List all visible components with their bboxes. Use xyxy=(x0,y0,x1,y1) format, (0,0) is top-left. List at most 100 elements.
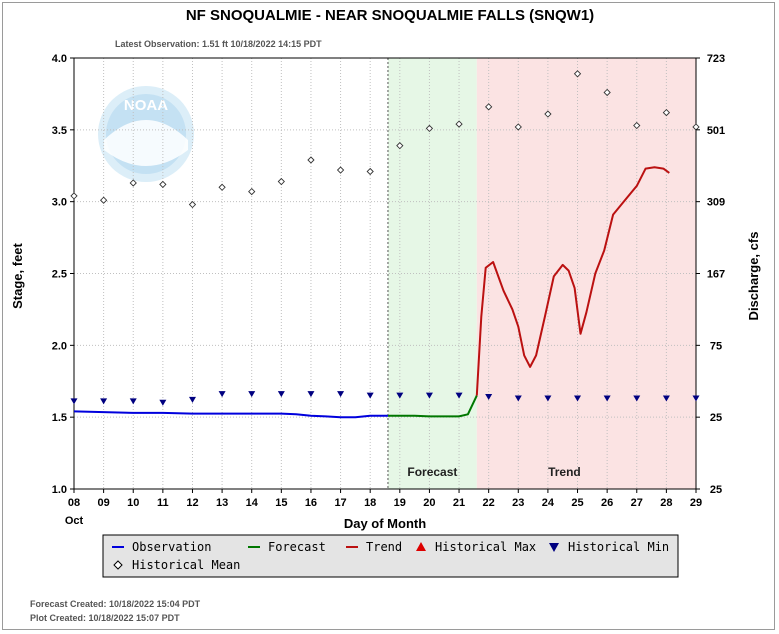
historical-min-point xyxy=(129,398,137,405)
y-tick-label: 1.0 xyxy=(52,484,67,496)
x-axis-ticks: 08 09 10 11 12 13 14 15 16 17 18 19 20 21 22 23 24 25 26 27… xyxy=(68,489,702,509)
series-observation-line xyxy=(73,410,388,419)
historical-min-point xyxy=(485,394,493,401)
historical-mean-point xyxy=(396,142,404,150)
forecast-created: Forecast Created: 10/18/2022 15:04 PDT xyxy=(30,599,201,609)
y-tick-label: 2.5 xyxy=(52,269,67,281)
historical-min-point xyxy=(514,395,522,402)
x-tick-label: 28 xyxy=(660,497,672,509)
historical-mean-point xyxy=(307,156,315,164)
legend-label: Historical Max xyxy=(435,540,536,554)
y-axis-label: Stage, feet xyxy=(10,242,25,308)
y2-tick-label: 501 xyxy=(707,125,725,137)
historical-min-markers xyxy=(70,391,700,406)
historical-mean-point xyxy=(544,110,552,118)
region-label-trend: Trend xyxy=(548,465,581,479)
historical-min-point xyxy=(396,392,404,399)
x-tick-label: 24 xyxy=(542,497,555,509)
x-tick-label: 18 xyxy=(364,497,376,509)
y2-tick-label: 75 xyxy=(710,340,722,352)
y-tick-label: 3.5 xyxy=(52,125,67,137)
x-tick-label: 22 xyxy=(483,497,495,509)
y2-tick-label: 25 xyxy=(710,484,722,496)
historical-mean-point xyxy=(188,200,197,209)
historical-min-point xyxy=(248,391,256,398)
x-tick-label: 29 xyxy=(690,497,702,509)
x-tick-label: 23 xyxy=(512,497,524,509)
y2-tick-label: 723 xyxy=(707,53,725,65)
historical-mean-point xyxy=(366,167,374,176)
historical-mean-point xyxy=(455,120,463,128)
historical-mean-point xyxy=(573,70,582,78)
legend-item-trend: Trend xyxy=(346,540,402,554)
historical-min-point xyxy=(277,391,285,398)
legend-label: Forecast xyxy=(268,540,326,554)
historical-mean-point xyxy=(99,196,108,204)
legend-label: Observation xyxy=(132,540,211,554)
legend-swatch xyxy=(549,543,559,552)
historical-min-point xyxy=(159,399,167,406)
historical-mean-point xyxy=(662,108,671,117)
historical-mean-point xyxy=(70,192,78,200)
chart-title: NF SNOQUALMIE - NEAR SNOQUALMIE FALLS (S… xyxy=(186,7,594,24)
historical-mean-point xyxy=(218,183,226,191)
legend-swatch xyxy=(113,560,123,570)
x-tick-label: 17 xyxy=(334,497,346,509)
legend-item-forecast: Forecast xyxy=(248,540,326,554)
legend-item-historical-mean: Historical Mean xyxy=(113,558,240,572)
region-label-forecast: Forecast xyxy=(407,465,457,479)
x-tick-label: 11 xyxy=(157,497,169,509)
historical-min-point xyxy=(544,395,552,402)
series-trend-line xyxy=(475,166,670,396)
legend-item-historical-min: Historical Min xyxy=(549,540,669,554)
historical-mean-point xyxy=(485,103,493,111)
y-tick-label: 4.0 xyxy=(52,53,67,65)
historical-min-point xyxy=(366,392,374,399)
region-labels: Forecast Trend xyxy=(407,465,580,479)
historical-mean-point xyxy=(603,88,611,97)
x-tick-label: 16 xyxy=(305,497,317,509)
historical-mean-point xyxy=(248,187,256,196)
historical-min-point xyxy=(455,392,463,399)
x-tick-label: 20 xyxy=(423,497,435,509)
x-tick-label: 09 xyxy=(97,497,109,509)
historical-min-point xyxy=(100,398,108,405)
noaa-logo-text: NOAA xyxy=(124,97,168,114)
x-tick-label: 14 xyxy=(246,497,259,509)
historical-min-point xyxy=(662,395,670,402)
legend-item-observation: Observation xyxy=(112,540,211,554)
historical-mean-point xyxy=(277,177,285,186)
legend-label: Historical Mean xyxy=(132,558,240,572)
x-tick-label: 15 xyxy=(275,497,287,509)
legend-label: Trend xyxy=(366,540,402,554)
x-tick-label: 13 xyxy=(216,497,228,509)
y-tick-label: 1.5 xyxy=(52,412,67,424)
historical-min-point xyxy=(337,391,345,398)
historical-min-point xyxy=(307,391,315,398)
x-tick-label: 27 xyxy=(631,497,643,509)
historical-min-point xyxy=(70,398,78,405)
latest-observation: Latest Observation: 1.51 ft 10/18/2022 1… xyxy=(115,39,322,49)
historical-mean-point xyxy=(633,121,641,130)
historical-mean-point xyxy=(336,166,345,174)
y-tick-label: 3.0 xyxy=(52,197,67,209)
legend-label: Historical Min xyxy=(568,540,669,554)
x-tick-label: 12 xyxy=(186,497,198,509)
y2-axis-ticks: 25 25 75 167 309 501 723 xyxy=(696,53,725,496)
legend-swatch xyxy=(416,542,426,551)
historical-min-point xyxy=(425,392,433,399)
x-tick-label: 08 xyxy=(68,497,80,509)
historical-mean-point xyxy=(129,179,137,187)
historical-mean-point xyxy=(514,123,522,131)
legend: Observation Forecast Trend Historical Max Hi… xyxy=(102,534,679,578)
historical-min-point xyxy=(574,395,582,402)
historical-min-point xyxy=(188,396,196,403)
x-month-label: Oct xyxy=(65,515,84,527)
historical-min-point xyxy=(218,391,226,398)
x-tick-label: 19 xyxy=(394,497,406,509)
historical-mean-point xyxy=(159,180,167,189)
legend-item-historical-max: Historical Max xyxy=(416,540,536,554)
series-forecast-line xyxy=(388,395,478,418)
